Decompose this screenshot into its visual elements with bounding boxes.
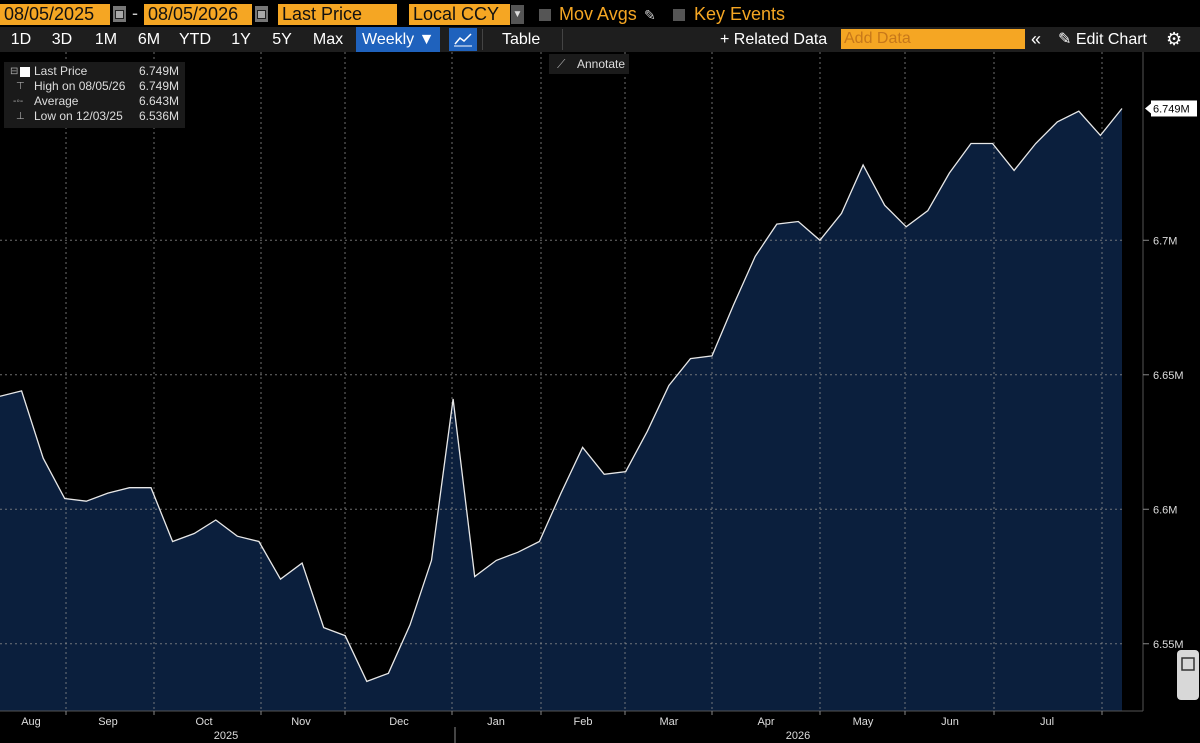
x-month-label: Oct: [195, 716, 212, 728]
x-month-label: Feb: [574, 716, 593, 728]
x-month-label: Sep: [98, 716, 118, 728]
table-button[interactable]: Table: [502, 31, 541, 48]
edit-chart-label: Edit Chart: [1075, 31, 1147, 48]
last-value-label: 6.749M: [1153, 103, 1190, 115]
series-color-swatch: [20, 67, 30, 77]
annotate-pencil-icon: ⟋: [557, 57, 566, 71]
end-calendar-icon[interactable]: [255, 6, 268, 22]
x-month-label: May: [853, 716, 874, 728]
low-marker-icon: ⊥: [16, 111, 25, 122]
key-events-label[interactable]: Key Events: [694, 4, 786, 24]
related-data-button[interactable]: + Related Data: [720, 31, 828, 48]
side-panel-tab-glyph: [1181, 657, 1195, 671]
legend-row-low: ⊥ Low on 12/03/25 6.536M: [4, 109, 185, 124]
frequency-selector[interactable]: Weekly ▼: [356, 27, 440, 52]
y-tick-label: 6.65M: [1153, 370, 1184, 382]
legend-box: ⊟ Last Price 6.749M ⊤ High on 08/05/26 6…: [4, 62, 185, 128]
last-value-box: [1151, 100, 1197, 117]
legend-label: Average: [34, 94, 79, 108]
currency-selector[interactable]: Local CCY: [409, 4, 510, 25]
x-year-label: 2026: [786, 730, 810, 742]
collapse-chevron-icon[interactable]: «: [1031, 29, 1042, 49]
legend-value: 6.536M: [138, 109, 179, 123]
end-date-field[interactable]: 08/05/2026: [144, 4, 252, 25]
x-month-label: Mar: [660, 716, 679, 728]
y-tick-label: 6.6M: [1153, 504, 1177, 516]
range-6m[interactable]: 6M: [137, 31, 161, 48]
legend-value: 6.749M: [138, 79, 179, 93]
x-month-label: Aug: [21, 716, 41, 728]
annotate-button[interactable]: ⟋ Annotate: [549, 54, 629, 74]
legend-value: 6.749M: [138, 64, 179, 78]
x-month-label: Dec: [389, 716, 409, 728]
x-month-label: Apr: [757, 716, 774, 728]
y-axis-panel: [1123, 52, 1200, 711]
range-5y[interactable]: 5Y: [272, 31, 292, 48]
x-month-label: Jul: [1040, 716, 1054, 728]
legend-row-average: -◦- Average 6.643M: [4, 94, 185, 109]
legend-value: 6.643M: [138, 94, 179, 108]
start-calendar-icon[interactable]: [113, 6, 126, 22]
add-data-input[interactable]: Add Data: [841, 29, 1025, 49]
mov-avgs-label[interactable]: Mov Avgs: [559, 4, 637, 24]
y-tick-label: 6.7M: [1153, 235, 1177, 247]
edit-chart-button[interactable]: ✎ Edit Chart: [1058, 27, 1147, 52]
date-separator: -: [132, 3, 138, 23]
settings-gear-icon[interactable]: ⚙: [1166, 29, 1183, 49]
collapse-icon[interactable]: ⊟: [10, 66, 19, 77]
key-events-checkbox[interactable]: [673, 9, 685, 21]
x-axis-panel: [0, 711, 1200, 743]
y-tick-label: 6.55M: [1153, 639, 1184, 651]
last-value-pointer: [1145, 103, 1151, 114]
average-marker-icon: -◦-: [13, 96, 24, 107]
currency-dropdown-icon[interactable]: ▼: [511, 5, 524, 24]
x-year-label: 2025: [214, 730, 238, 742]
range-ytd[interactable]: YTD: [179, 31, 211, 48]
legend-label: High on 08/05/26: [34, 79, 126, 93]
range-1d[interactable]: 1D: [10, 31, 32, 48]
pencil-icon: ✎: [1058, 31, 1076, 48]
annotate-label: Annotate: [577, 57, 626, 71]
start-date-field[interactable]: 08/05/2025: [0, 4, 110, 25]
high-marker-icon: ⊤: [16, 81, 25, 92]
x-month-label: Jan: [487, 716, 505, 728]
legend-label: Low on 12/03/25: [34, 109, 123, 123]
area-fill: [0, 108, 1122, 711]
mov-avgs-edit-icon[interactable]: ✎: [644, 7, 656, 23]
x-month-label: Nov: [291, 716, 311, 728]
mov-avgs-checkbox[interactable]: [539, 9, 551, 21]
range-3d[interactable]: 3D: [51, 31, 73, 48]
range-1y[interactable]: 1Y: [231, 31, 251, 48]
toolbar-divider: [482, 29, 483, 50]
toolbar-divider: [562, 29, 563, 50]
price-line: [0, 108, 1123, 683]
line-chart-icon[interactable]: [449, 28, 477, 51]
x-month-label: Jun: [941, 716, 959, 728]
range-1m[interactable]: 1M: [94, 31, 118, 48]
legend-label: Last Price: [34, 64, 88, 78]
field-selector[interactable]: Last Price: [278, 4, 397, 25]
legend-row-last-price[interactable]: ⊟ Last Price 6.749M: [4, 64, 185, 79]
range-max[interactable]: Max: [312, 31, 344, 48]
legend-row-high: ⊤ High on 08/05/26 6.749M: [4, 79, 185, 94]
